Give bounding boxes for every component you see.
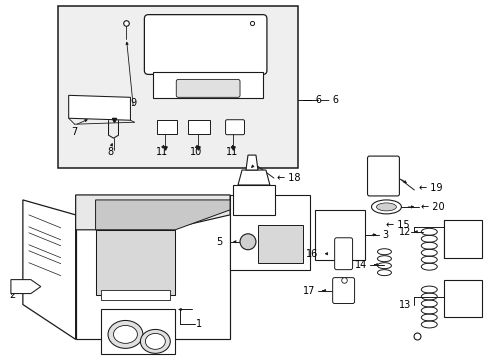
Text: 11: 11: [156, 147, 168, 157]
FancyBboxPatch shape: [225, 120, 244, 135]
Bar: [258, 225, 302, 263]
Polygon shape: [153, 72, 263, 98]
Text: 1: 1: [196, 319, 202, 329]
Text: 14: 14: [355, 260, 367, 270]
Text: ← 20: ← 20: [421, 202, 444, 212]
Ellipse shape: [113, 325, 137, 343]
Polygon shape: [95, 230, 175, 294]
Ellipse shape: [376, 203, 396, 211]
Polygon shape: [229, 195, 309, 270]
FancyBboxPatch shape: [367, 156, 399, 196]
Text: 12: 12: [398, 227, 410, 237]
Polygon shape: [101, 310, 175, 354]
Polygon shape: [101, 289, 170, 300]
Polygon shape: [23, 200, 76, 339]
Ellipse shape: [240, 234, 255, 250]
Text: 4: 4: [150, 339, 156, 349]
Bar: [157, 120, 177, 134]
Text: 9: 9: [130, 98, 136, 108]
Polygon shape: [238, 170, 269, 185]
Polygon shape: [76, 195, 229, 230]
Text: 2: 2: [9, 289, 15, 300]
FancyBboxPatch shape: [144, 15, 266, 75]
Text: ← 15: ← 15: [385, 220, 408, 230]
Polygon shape: [68, 95, 130, 120]
Polygon shape: [11, 280, 41, 293]
Text: 11: 11: [225, 147, 238, 157]
Ellipse shape: [108, 320, 142, 348]
FancyBboxPatch shape: [176, 80, 240, 97]
Ellipse shape: [145, 333, 165, 349]
Polygon shape: [314, 210, 364, 260]
Text: 16: 16: [305, 249, 317, 259]
Ellipse shape: [371, 200, 401, 214]
Ellipse shape: [140, 329, 170, 353]
Polygon shape: [233, 185, 274, 215]
Bar: [443, 220, 481, 258]
FancyBboxPatch shape: [334, 238, 352, 270]
Text: 17: 17: [303, 285, 315, 296]
Text: 7: 7: [71, 127, 78, 137]
Bar: [188, 120, 210, 134]
Bar: [443, 280, 481, 318]
Text: 8: 8: [107, 147, 113, 157]
Polygon shape: [76, 195, 229, 339]
Polygon shape: [245, 155, 258, 170]
Bar: [58, 6, 297, 168]
Text: ← 18: ← 18: [276, 173, 300, 183]
Text: 13: 13: [398, 300, 410, 310]
Text: — 6: — 6: [302, 95, 321, 105]
Text: ← 19: ← 19: [419, 183, 442, 193]
Text: — 6: — 6: [319, 95, 338, 105]
FancyBboxPatch shape: [332, 278, 354, 303]
Text: 10: 10: [190, 147, 202, 157]
Text: 5: 5: [215, 237, 222, 247]
Polygon shape: [95, 200, 229, 230]
Text: 3: 3: [382, 230, 388, 240]
